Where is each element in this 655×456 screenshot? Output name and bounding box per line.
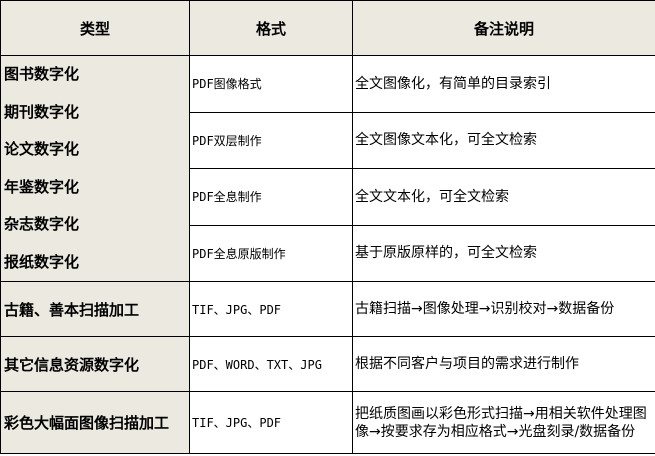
format-cell: PDF双层制作: [189, 111, 353, 169]
type-label: 杂志数字化: [4, 215, 80, 233]
table-row: 彩色大幅面图像扫描加工 TIF、JPG、PDF 把纸质图画以彩色形式扫描→用相关…: [0, 391, 655, 454]
type-cell: 古籍、善本扫描加工: [0, 281, 190, 337]
type-label: 图书数字化: [4, 65, 80, 83]
note-cell: 根据不同客户与项目的需求进行制作: [352, 336, 655, 392]
note-cell: 把纸质图画以彩色形式扫描→用相关软件处理图像→按要求存为相应格式→光盘刻录/数据…: [352, 391, 655, 454]
table-row: PDF双层制作 全文图像文本化，可全文检索: [1, 111, 655, 169]
type-label: 报纸数字化: [4, 252, 80, 271]
format-cell: PDF图像格式: [189, 55, 353, 113]
type-cell: 其它信息资源数字化: [0, 336, 190, 392]
format-cell: PDF、WORD、TXT、JPG: [189, 336, 353, 392]
header-note: 备注说明: [352, 0, 655, 56]
note-cell: 古籍扫描→图像处理→识别校对→数据备份: [352, 281, 655, 337]
note-cell: 全文图像化，有简单的目录索引: [352, 55, 655, 113]
note-cell: 基于原版原样的，可全文检索: [352, 224, 655, 282]
format-cell: PDF全息制作: [189, 168, 353, 226]
format-cell: TIF、JPG、PDF: [189, 391, 353, 454]
table-row: PDF全息原版制作 基于原版原样的，可全文检索: [1, 224, 655, 282]
table-row: 其它信息资源数字化 PDF、WORD、TXT、JPG 根据不同客户与项目的需求进…: [0, 336, 655, 392]
header-row: 类型 格式 备注说明: [0, 0, 655, 56]
format-cell: TIF、JPG、PDF: [189, 281, 353, 337]
digitization-types-cell: 图书数字化 期刊数字化 论文数字化 年鉴数字化 杂志数字化 报纸数字化: [0, 55, 190, 282]
format-cell: PDF全息原版制作: [189, 224, 353, 282]
table-row: 图书数字化 期刊数字化 论文数字化 年鉴数字化 杂志数字化 报纸数字化 PDF图…: [0, 55, 655, 282]
type-label: 年鉴数字化: [4, 177, 80, 196]
table-row: 古籍、善本扫描加工 TIF、JPG、PDF 古籍扫描→图像处理→识别校对→数据备…: [0, 281, 655, 337]
type-label: 期刊数字化: [4, 102, 80, 121]
type-cell: 彩色大幅面图像扫描加工: [0, 391, 190, 454]
header-type: 类型: [0, 0, 190, 56]
note-cell: 全文文本化，可全文检索: [352, 168, 655, 226]
table-row: PDF全息制作 全文文本化，可全文检索: [1, 168, 655, 226]
type-label: 论文数字化: [4, 140, 80, 158]
header-format: 格式: [189, 0, 353, 56]
note-cell: 全文图像文本化，可全文检索: [352, 111, 655, 169]
